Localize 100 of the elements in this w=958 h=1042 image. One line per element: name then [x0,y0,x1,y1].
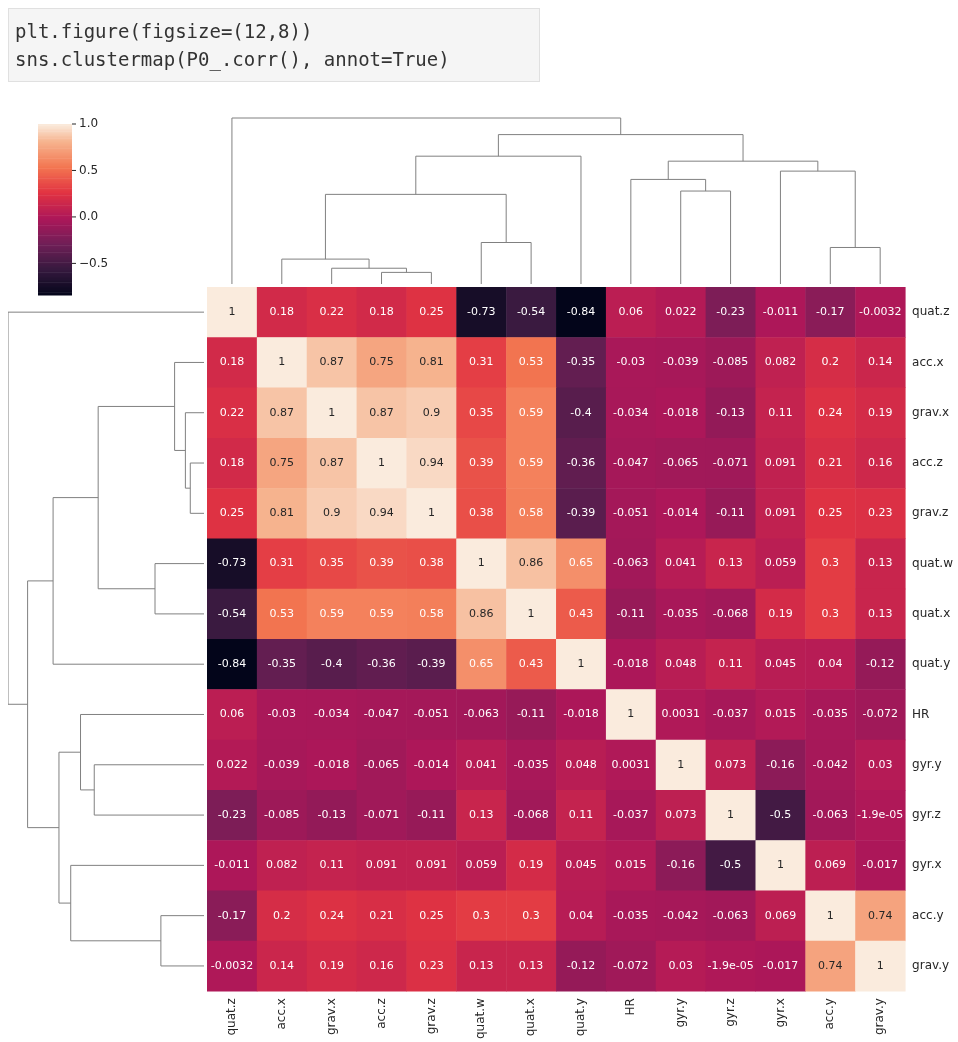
y-tick-label: gyr.y [912,756,942,771]
data-label: 0.25 [818,506,843,520]
data-label: 0.19 [518,858,544,872]
data-label: -0.11 [516,707,546,721]
data-label: -0.54 [217,606,247,620]
data-label: 1 [378,455,386,469]
data-label: -0.018 [613,657,649,671]
data-label: 0.13 [518,958,544,972]
data-label: 0.86 [469,606,494,620]
data-label: 1 [876,958,884,972]
data-label: 1 [577,657,585,671]
data-label: -0.39 [566,506,596,520]
data-label: 1 [328,405,336,419]
data-label: 0.39 [369,556,394,570]
data-label: -0.23 [217,807,247,821]
data-label: 0.59 [369,606,394,620]
x-tick-label: quat.z [224,998,239,1036]
data-label: 0.24 [319,908,344,922]
x-tick-label: acc.z [373,998,388,1029]
data-label: 0.015 [764,707,797,721]
x-tick-label: acc.y [822,998,837,1030]
y-tick-label: grav.x [912,404,950,419]
data-label: 0.2 [821,355,840,369]
data-label: 0.0031 [611,757,651,771]
text: sns.clustermap(P0_.corr(), annot=True) [15,47,451,73]
y-tick-label: quat.x [912,606,951,621]
data-label: 0.74 [818,958,843,972]
data-label: 0.03 [668,958,693,972]
data-label: -0.014 [662,506,699,520]
data-label: 0.3 [522,908,540,922]
data-label: -0.16 [666,858,695,872]
data-label: 0.87 [319,355,344,369]
data-label: -0.018 [563,707,599,721]
data-label: 0.19 [867,405,893,419]
data-label: 0.24 [818,405,843,419]
data-label: 0.94 [369,506,394,520]
x-tick-label: grav.y [872,998,887,1036]
data-label: 0.14 [867,355,893,369]
data-label: 0.13 [469,958,494,972]
data-label: 1 [477,556,485,570]
data-label: 0.059 [764,556,797,570]
data-label: -0.13 [716,405,745,419]
data-label: 0.16 [369,958,394,972]
data-label: 0.65 [568,556,594,570]
data-label: 0.022 [664,305,697,319]
x-tick-label: quat.y [573,998,588,1037]
data-label: 0.073 [714,757,747,771]
data-label: -0.063 [463,707,499,721]
y-tick-label: acc.y [912,907,944,922]
x-tick-label: grav.z [423,998,438,1035]
data-label: 0.75 [369,355,394,369]
data-label: 1 [677,757,685,771]
data-label: -0.042 [812,757,849,771]
data-label: 0.18 [369,305,394,319]
data-label: 0.43 [518,657,544,671]
data-label: -0.03 [616,355,646,369]
data-label: 0.3 [821,556,840,570]
data-label: -0.037 [712,707,749,721]
data-label: 0.75 [269,455,295,469]
color-bar-label: 0.0 [79,209,99,224]
data-label: 0.43 [568,606,594,620]
data-label: 0.81 [419,355,444,369]
y-tick-label: quat.y [912,656,951,671]
data-label: 0.3 [821,606,840,620]
data-label: 0.22 [319,305,344,319]
data-label: 0.59 [319,606,344,620]
data-label: 0.13 [867,606,893,620]
data-label: 0.22 [219,405,245,419]
y-tick-label: acc.x [912,354,944,369]
data-label: -0.063 [613,556,649,570]
data-label: -0.035 [812,707,849,721]
data-label: -0.035 [513,757,549,771]
data-label: 1 [278,355,286,369]
data-label: 0.11 [568,807,594,821]
y-tick-label: grav.y [912,958,950,973]
data-label: -0.17 [816,305,845,319]
data-label: -0.072 [862,707,898,721]
data-label: 0.048 [565,757,597,771]
data-label: 0.65 [469,657,494,671]
data-label: 0.38 [469,506,494,520]
data-label: 0.11 [768,405,793,419]
color-bar-label: 0.5 [79,162,99,177]
data-label: -0.23 [716,305,745,319]
text: plt.figure(figsize=(12,8)) [15,19,314,44]
data-label: -0.085 [264,807,300,821]
data-label: 0.81 [269,506,295,520]
data-label: -0.54 [516,305,546,319]
data-label: 0.18 [269,305,295,319]
data-label: -0.018 [662,405,699,419]
data-label: 0.059 [465,858,497,872]
data-label: 0.091 [415,858,448,872]
data-label: -0.071 [363,807,400,821]
x-tick-label: gyr.x [772,998,787,1028]
x-tick-label: quat.x [523,998,538,1037]
data-label: -0.11 [417,807,446,821]
data-label: 0.06 [618,305,644,319]
data-label: -0.018 [313,757,350,771]
data-label: -0.065 [363,757,400,771]
data-label: 0.3 [472,908,490,922]
data-label: -0.11 [616,606,646,620]
